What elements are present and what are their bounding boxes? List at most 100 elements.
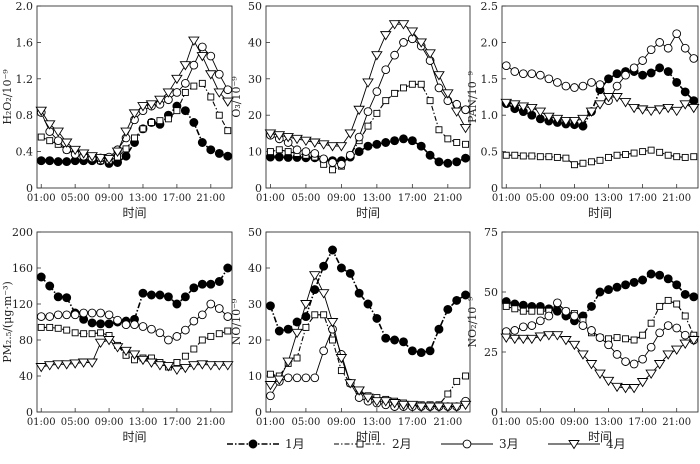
- data-point: [595, 80, 605, 89]
- x-axis-label: 时间: [122, 206, 146, 220]
- data-point: [223, 151, 233, 161]
- data-point: [390, 335, 400, 345]
- data-point: [77, 149, 90, 159]
- data-point: [425, 150, 435, 160]
- data-point: [527, 321, 537, 330]
- data-point: [519, 307, 527, 315]
- data-point: [690, 153, 698, 161]
- data-point: [587, 78, 596, 87]
- chart-panels: 0 0.4 0.8 1.2 1.6 2.0 01:00 05:00 09:00 13:00 17:0…: [1, 0, 700, 444]
- panel-pan: 0 0.5 1.0 1.5 2.0 2.5 01:00 05:00 09:00 13:00 17:0…: [466, 0, 700, 220]
- data-point: [381, 138, 391, 147]
- data-point: [291, 328, 303, 339]
- plot-frame: [265, 5, 471, 189]
- data-point: [221, 361, 234, 371]
- data-point: [570, 161, 578, 169]
- data-point: [390, 136, 400, 146]
- data-point: [511, 305, 519, 313]
- x-tick-label: 21:00: [433, 193, 462, 204]
- x-axis-label: 时间: [588, 206, 612, 220]
- data-point: [508, 100, 521, 110]
- data-point: [274, 152, 284, 162]
- y-tick-label: 0: [255, 182, 262, 195]
- data-point: [301, 147, 311, 156]
- data-point: [545, 153, 553, 161]
- data-point: [508, 334, 521, 345]
- plot-frame: [501, 5, 699, 189]
- panel-o3: 0 10 20 30 40 50 01:00 05:00 09:00 13:00 17:00 21:0…: [230, 0, 472, 220]
- data-point: [681, 153, 689, 161]
- data-point: [282, 357, 294, 367]
- data-point: [128, 109, 141, 119]
- data-point: [453, 139, 461, 146]
- data-point: [613, 334, 621, 342]
- data-point: [568, 117, 581, 127]
- data-point: [189, 60, 199, 70]
- x-tick-label: 01:00: [27, 193, 56, 204]
- data-point: [137, 102, 149, 112]
- y-tick-label: 1.6: [16, 36, 34, 49]
- data-point: [662, 350, 674, 360]
- data-point: [622, 151, 630, 158]
- data-point: [621, 280, 631, 290]
- data-point: [264, 129, 277, 139]
- data-point: [680, 87, 690, 97]
- data-point: [680, 330, 690, 340]
- data-point: [198, 79, 206, 87]
- data-point: [308, 271, 321, 281]
- data-point: [86, 152, 98, 162]
- data-point: [500, 333, 513, 343]
- data-point: [214, 277, 224, 286]
- data-point: [336, 263, 346, 273]
- data-point: [53, 157, 63, 167]
- data-point: [206, 279, 216, 289]
- data-point: [213, 88, 226, 98]
- data-point: [319, 261, 329, 271]
- data-point: [87, 308, 97, 318]
- data-point: [113, 315, 122, 325]
- data-point: [363, 141, 373, 151]
- data-point: [663, 321, 673, 330]
- data-point: [137, 355, 149, 366]
- data-point: [207, 332, 215, 340]
- data-point: [36, 272, 46, 282]
- data-point: [214, 304, 224, 313]
- data-point: [662, 103, 674, 114]
- data-point: [645, 106, 657, 117]
- data-point: [206, 145, 216, 155]
- data-point: [646, 68, 656, 78]
- data-point: [328, 245, 337, 255]
- data-point: [673, 153, 681, 161]
- data-point: [138, 322, 148, 331]
- data-point: [442, 402, 454, 412]
- y-tick-label: 1.2: [16, 73, 34, 86]
- data-point: [510, 326, 520, 335]
- series-3: [36, 299, 233, 345]
- x-tick-label: 05:00: [61, 417, 90, 428]
- data-point: [399, 134, 408, 144]
- data-point: [344, 129, 357, 139]
- x-tick-label: 05:00: [291, 193, 320, 204]
- data-point: [45, 156, 55, 166]
- data-point: [450, 402, 463, 412]
- data-point: [97, 329, 105, 337]
- data-point: [155, 290, 165, 300]
- data-point: [543, 112, 555, 123]
- x-tick-label: 21:00: [662, 193, 691, 204]
- legend-label: 2月: [392, 437, 412, 451]
- y-tick-label: 40: [19, 370, 33, 383]
- data-point: [354, 132, 364, 142]
- data-point: [461, 290, 471, 300]
- data-point: [154, 361, 166, 371]
- y-tick-label: 2.0: [16, 0, 34, 13]
- data-point: [594, 369, 606, 379]
- x-axis-label: 时间: [588, 430, 612, 444]
- data-point: [337, 367, 345, 375]
- data-point: [645, 369, 657, 379]
- data-point: [577, 350, 589, 360]
- data-point: [444, 135, 452, 143]
- data-point: [60, 360, 73, 370]
- data-point: [379, 397, 392, 407]
- y-tick-label: 1.5: [481, 73, 499, 86]
- y-tick-label: 120: [12, 298, 33, 311]
